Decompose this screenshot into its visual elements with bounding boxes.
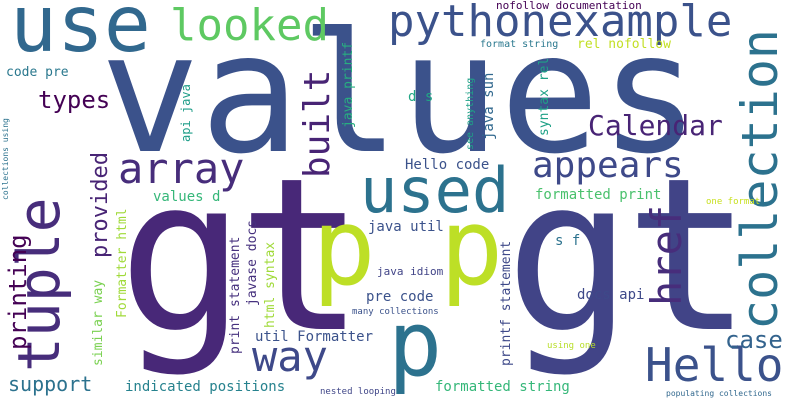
word-html-syntax: html syntax [263, 241, 278, 328]
word-provided: provided [88, 152, 113, 258]
word-s-f: s f [555, 233, 581, 249]
word-rel-nofollow: rel nofollow [577, 37, 671, 52]
word-docs-api: docs api [577, 287, 645, 303]
word-nofollow-documentation: nofollow documentation [496, 0, 642, 12]
word-gt-left: gt [118, 132, 365, 379]
word-java-sun: java sun [481, 72, 497, 140]
word-see-anything: see anything [465, 77, 476, 150]
word-indicated-positions: indicated positions [125, 379, 286, 395]
word-p-p: p p [312, 186, 504, 309]
word-built: built [297, 69, 338, 178]
word-print-statement: print statement [228, 236, 243, 354]
word-use: use [10, 0, 151, 70]
word-collections-using: collections using [1, 118, 10, 200]
word-values-d: values d [153, 189, 221, 205]
word-nested-looping: nested looping [320, 387, 396, 397]
word-populating-collections: populating collections [666, 389, 772, 398]
word-p: p [388, 292, 443, 397]
word-Calendar: Calendar [588, 109, 723, 142]
word-Hello: Hello [645, 338, 784, 392]
word-types: types [38, 86, 111, 114]
word-Hello-code: Hello code [405, 157, 490, 173]
word-util-Formatter: util Formatter [255, 329, 374, 345]
word-one-format: one format [706, 197, 761, 207]
word-Formatter-html: Formatter html [115, 208, 130, 318]
word-looked: looked [170, 0, 329, 51]
word-formatted-string: formatted string [435, 379, 570, 395]
word-way: way [252, 332, 328, 381]
word-pre-code: pre code [366, 289, 434, 305]
word-array: array [118, 144, 245, 193]
word-java-util: java util [368, 219, 444, 235]
word-java-idiom: java idiom [377, 265, 444, 278]
word-used: used [360, 154, 510, 227]
word-d-s: d s [408, 89, 434, 105]
word-collection: collection [731, 28, 789, 330]
word-pythonexample: pythonexample [388, 0, 733, 47]
word-values: values [100, 0, 700, 191]
word-appears: appears [532, 145, 684, 186]
word-api-java: api java [179, 84, 193, 142]
word-similar-way: similar way [91, 279, 106, 366]
word-support: support [8, 372, 93, 396]
word-code-pre: code pre [6, 65, 69, 80]
word-case: case [725, 326, 783, 354]
word-format-string: format string [480, 39, 559, 50]
word-gt-right: gt [505, 132, 752, 379]
word-javase-docs: javase docs [245, 219, 260, 306]
word-many-collections: many collections [352, 307, 439, 317]
word-href: href [642, 204, 691, 306]
word-using-one: using one [547, 341, 596, 351]
word-printf-statement: printf statement [499, 240, 514, 366]
word-printing: printing [4, 234, 32, 350]
word-formatted-print: formatted print [535, 187, 662, 203]
word-syntax-rel: syntax rel [537, 57, 552, 136]
word-java-printf: java printf [341, 41, 356, 128]
